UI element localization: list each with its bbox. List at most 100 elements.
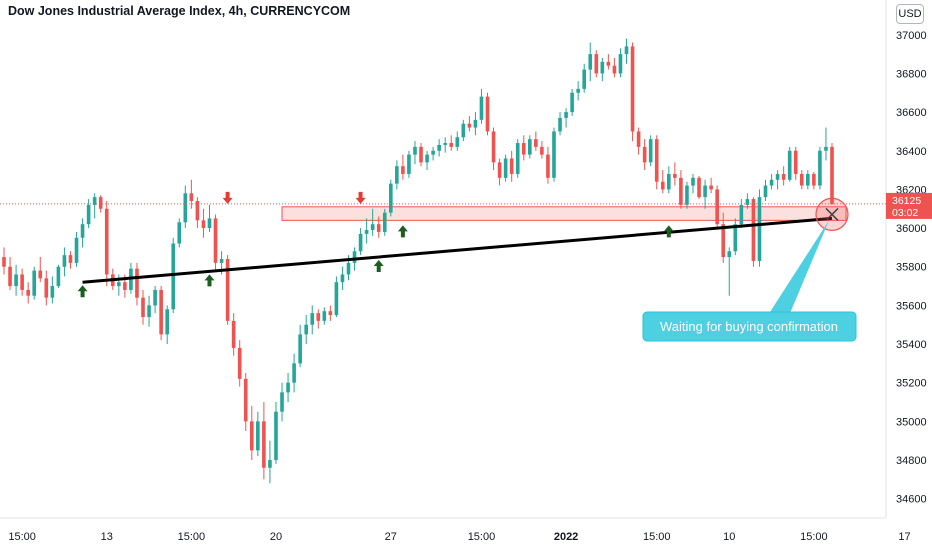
candle (503, 154, 508, 182)
candle-body (2, 257, 6, 267)
candle (322, 307, 327, 325)
callout-pointer (770, 220, 829, 318)
candle-body (382, 212, 387, 232)
candle (721, 212, 726, 263)
candle-body (751, 199, 756, 261)
candle (104, 201, 109, 287)
candle-body (437, 144, 441, 151)
candle-body (612, 65, 617, 74)
candle-body (824, 146, 828, 151)
x-tick-label: 27 (385, 531, 397, 543)
y-tick-label: 35000 (896, 416, 927, 428)
candle (274, 402, 278, 464)
y-tick-label: 36600 (896, 107, 927, 119)
candle-body (697, 177, 701, 198)
candle (685, 181, 689, 209)
candle-body (461, 123, 466, 138)
candle-body (213, 218, 218, 263)
candle (654, 135, 659, 190)
candle (449, 135, 454, 151)
candle-body (56, 266, 61, 287)
candle (159, 286, 163, 341)
candle (92, 193, 97, 219)
candle (419, 143, 423, 167)
candle-body (540, 146, 544, 155)
candle-body (310, 313, 315, 325)
candle (588, 42, 593, 82)
candle (443, 137, 448, 153)
candle-body (304, 324, 309, 335)
candle (781, 166, 786, 186)
y-tick-label: 34600 (896, 494, 927, 506)
candle-body (237, 347, 242, 379)
candle-body (769, 179, 774, 186)
candle-body (600, 61, 605, 74)
candle-body (527, 139, 532, 155)
candle (582, 63, 587, 93)
candle (395, 160, 399, 190)
x-tick-label: 15:00 (8, 531, 36, 543)
time-axis[interactable]: 15:00 13 15:00 20 27 15:00 2022 15:00 10 15:00 17 (8, 531, 910, 543)
candle-body (654, 139, 659, 182)
trendline-layer (82, 216, 833, 284)
candle-body (370, 224, 375, 231)
candle-body (274, 411, 278, 461)
candle (328, 305, 333, 321)
candle-body (733, 224, 738, 252)
arrow-markers-layer (77, 191, 674, 298)
candle (364, 218, 369, 244)
candle-body (80, 224, 85, 238)
candle-body (171, 243, 176, 310)
candle (62, 247, 67, 277)
candle (818, 146, 822, 190)
candle (697, 175, 701, 200)
candle (564, 108, 568, 128)
annotation-layer[interactable]: Waiting for buying confirmation (642, 197, 857, 342)
candle (2, 247, 6, 275)
price-axis[interactable]: 3700036800366003640036200360003580035600… (896, 30, 927, 506)
candle-body (141, 297, 145, 317)
y-tick-label: 35600 (896, 300, 927, 312)
buy-arrow-icon (204, 274, 215, 287)
candle (268, 440, 272, 484)
candle (262, 402, 266, 480)
currency-button[interactable]: USD (896, 4, 924, 24)
x-tick-label: 13 (101, 531, 113, 543)
candle (727, 247, 732, 296)
trendline[interactable] (82, 216, 833, 284)
candle (32, 266, 37, 300)
candle-body (189, 193, 194, 202)
candle-body (727, 251, 732, 258)
candle-body (298, 334, 302, 364)
candle (552, 127, 556, 182)
candle-body (104, 208, 109, 275)
candle (44, 270, 49, 306)
candle-body (564, 112, 568, 118)
candle-body (745, 199, 750, 205)
candle (546, 146, 550, 184)
candle-body (830, 146, 834, 204)
candle-body (249, 421, 254, 451)
candle-body (588, 54, 593, 70)
candle-body (691, 177, 695, 186)
candle-body (231, 320, 236, 348)
y-tick-label: 34800 (896, 455, 927, 467)
callout-box[interactable] (642, 311, 857, 342)
candle-body (503, 158, 508, 178)
candle-body (401, 166, 405, 174)
candle (231, 313, 236, 356)
candle (334, 276, 339, 317)
cross-icon (825, 207, 839, 221)
candle-body (376, 224, 381, 232)
candle (793, 146, 798, 180)
candle (775, 170, 780, 190)
candle-body (818, 150, 822, 186)
candle-body (183, 193, 188, 223)
candle (26, 282, 30, 304)
candle (570, 88, 574, 116)
candle (624, 38, 629, 64)
last-price-tag (886, 192, 932, 219)
candle-body (799, 173, 804, 186)
